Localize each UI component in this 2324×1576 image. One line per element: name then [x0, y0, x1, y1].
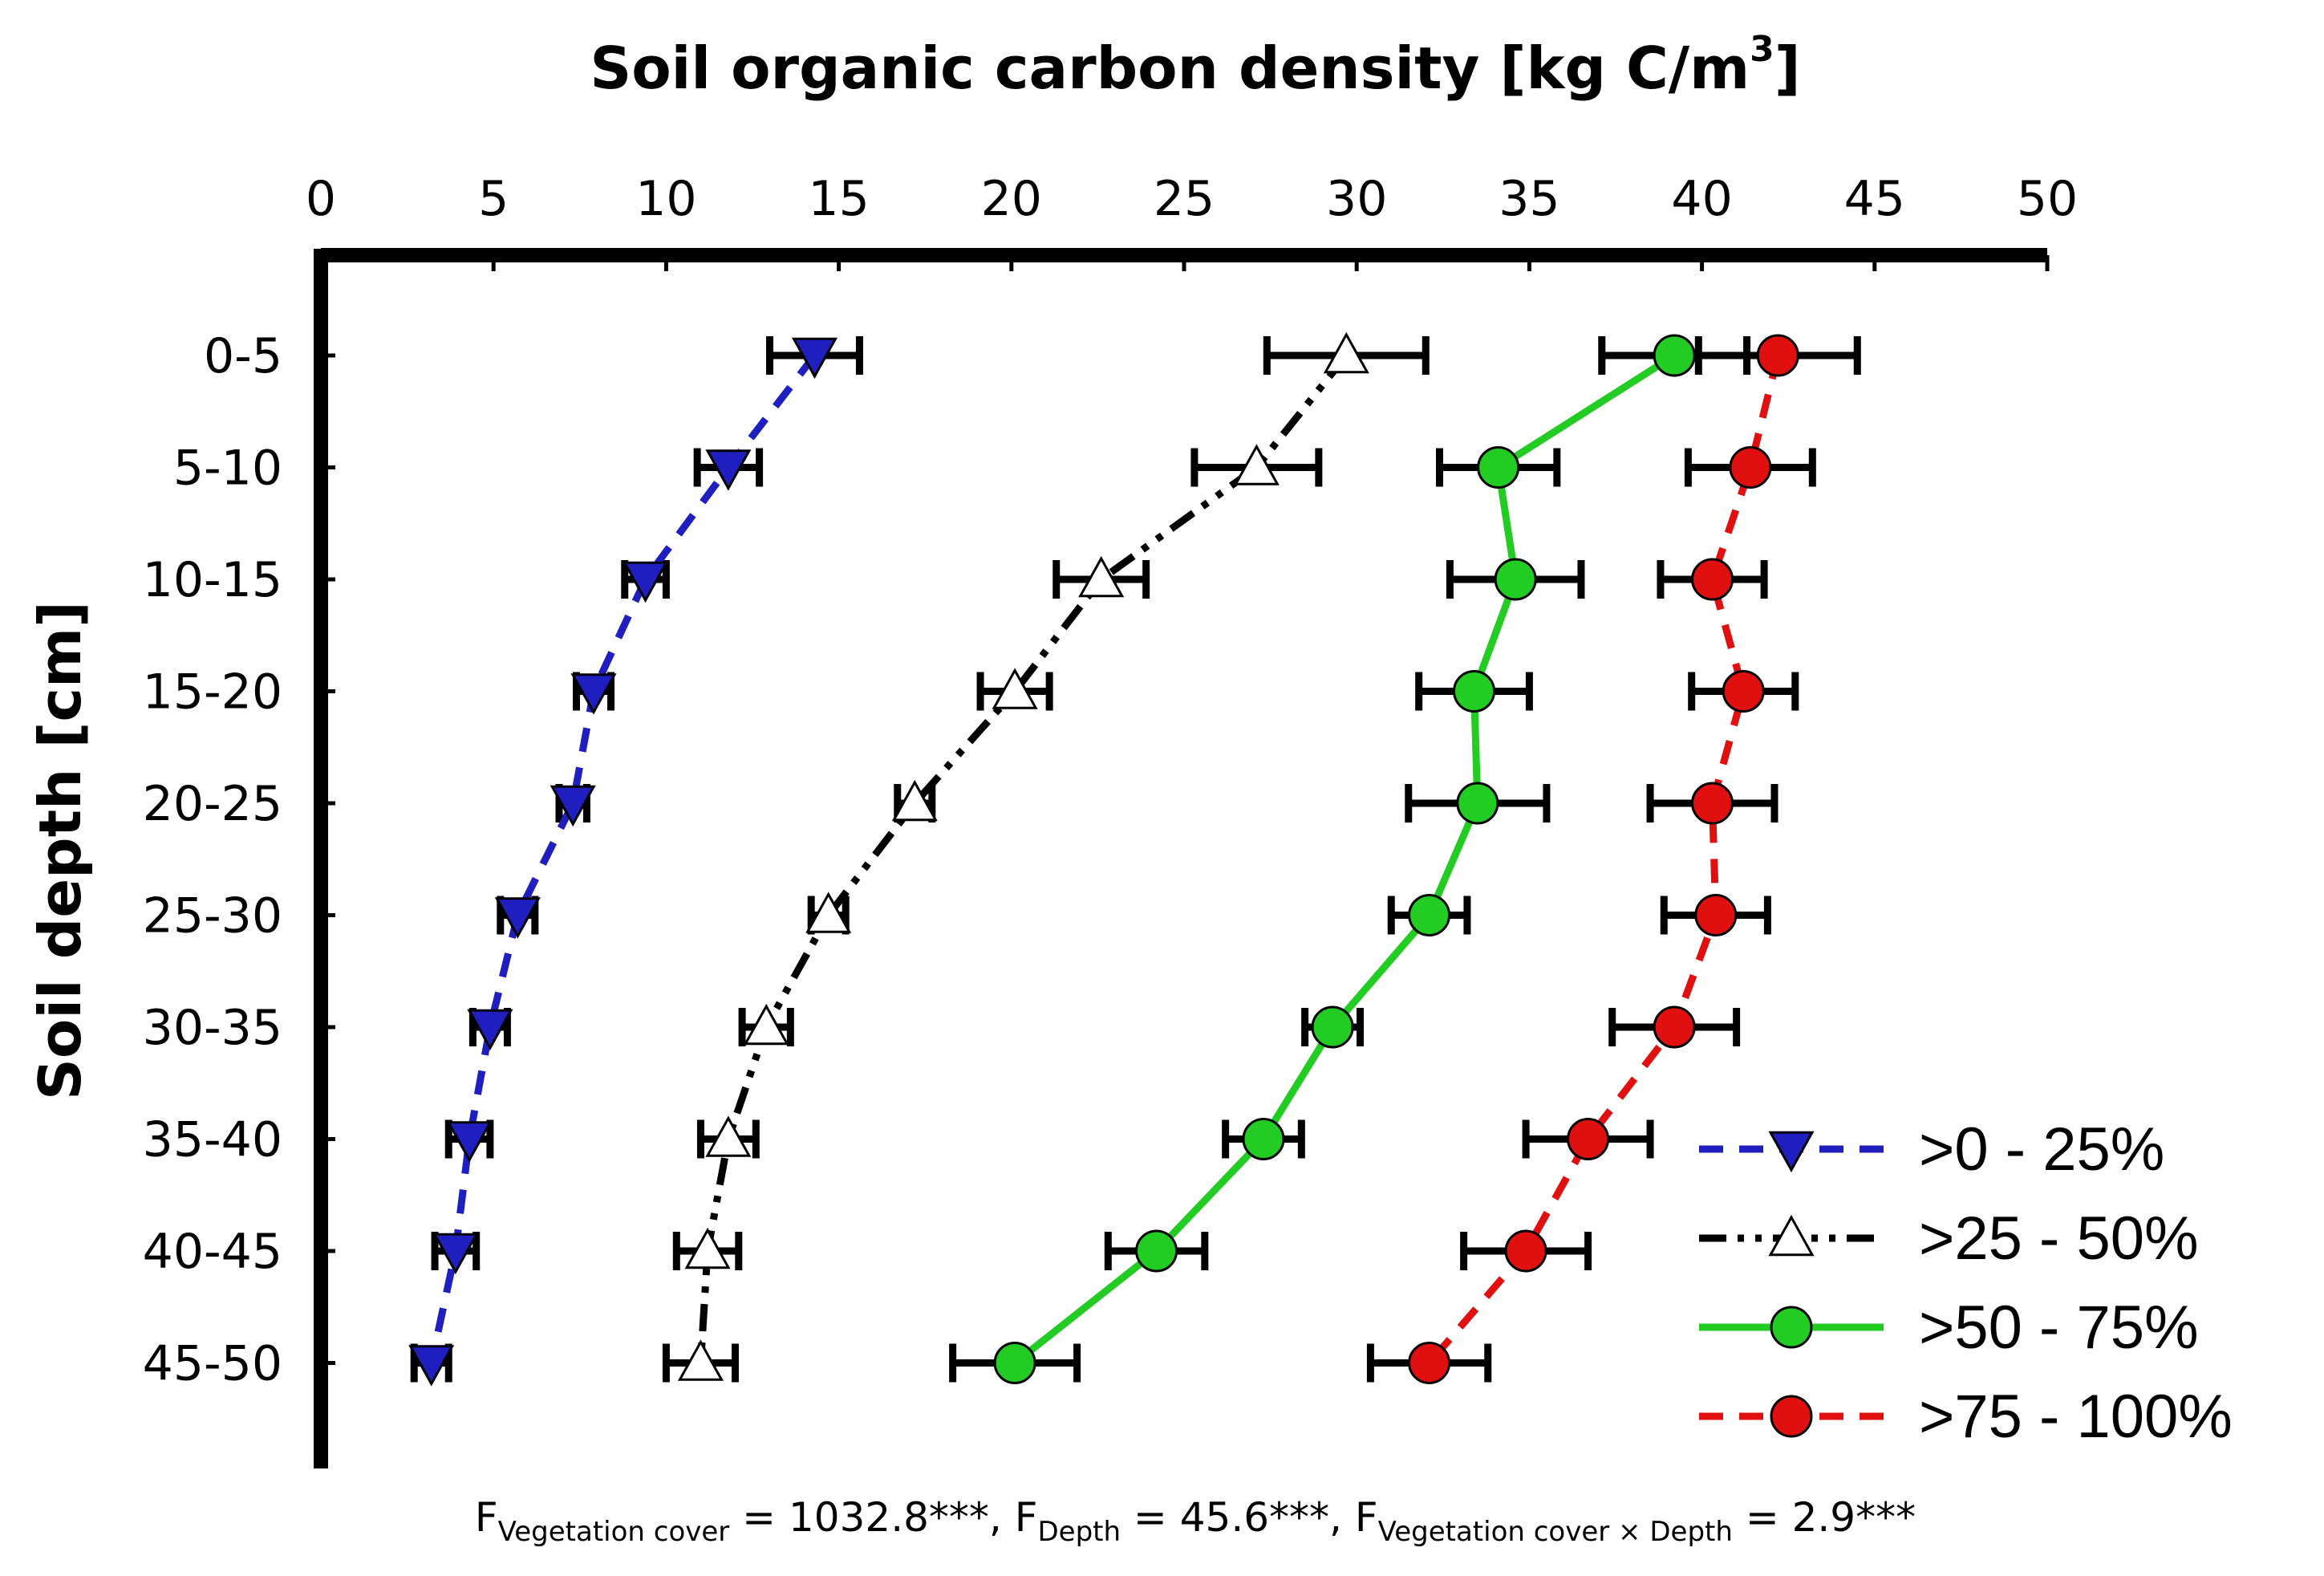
y-tick-label: 5-10 — [173, 441, 282, 497]
series-3 — [949, 334, 1751, 1384]
series-line — [696, 353, 1349, 1363]
footnote-f3-sub: Vegetation cover × Depth — [1378, 1516, 1733, 1548]
data-point — [1408, 1342, 1451, 1384]
data-point — [1567, 1118, 1610, 1160]
footnote-f3-value: = 2.9*** — [1733, 1494, 1916, 1541]
data-point — [1494, 558, 1537, 601]
footnote-f1-letter: F — [475, 1494, 498, 1541]
series-line — [1426, 354, 1782, 1366]
data-point — [1729, 446, 1772, 489]
chart-title-superscript: 3 — [1750, 29, 1774, 70]
data-point — [1756, 334, 1799, 377]
legend-label: >50 - 75% — [1919, 1294, 2199, 1362]
legend: >0 - 25% >25 - 50% >50 - 75% >75 - 100% — [1699, 1115, 2233, 1451]
series-2 — [662, 331, 1430, 1383]
data-point — [1768, 1131, 1815, 1173]
data-point — [1453, 670, 1496, 713]
footnote-f2-sub: Depth — [1037, 1516, 1121, 1548]
y-tick-label: 15-20 — [143, 664, 282, 721]
footnote-f2-letter: F — [1015, 1494, 1038, 1541]
data-point — [1135, 1229, 1178, 1273]
data-point — [1242, 1118, 1285, 1160]
x-tick-label: 35 — [1499, 171, 1559, 227]
footnote-f2-value: = 45.6***, — [1121, 1494, 1355, 1541]
data-point — [992, 668, 1038, 709]
x-axis-ticks: 0 5 10 15 20 25 30 35 40 45 50 — [306, 171, 2078, 271]
x-tick-label: 5 — [478, 171, 509, 227]
data-point — [1477, 446, 1520, 489]
data-point — [1653, 1005, 1696, 1049]
y-tick-label: 45-50 — [143, 1336, 282, 1392]
data-point — [446, 1121, 493, 1163]
data-point — [1311, 1005, 1354, 1049]
footnote-f3-letter: F — [1355, 1494, 1378, 1541]
data-point — [1323, 331, 1369, 374]
y-tick-label: 40-45 — [143, 1224, 282, 1280]
data-point — [1504, 1229, 1547, 1273]
y-tick-label: 30-35 — [143, 1000, 282, 1056]
data-point — [743, 1003, 789, 1046]
data-point — [432, 1233, 479, 1275]
data-point — [705, 1115, 752, 1157]
data-point — [408, 1345, 455, 1387]
data-point — [1722, 670, 1765, 713]
data-point — [623, 561, 669, 603]
series-line — [1012, 352, 1677, 1367]
chart-title: Soil organic carbon density [kg C/m3] — [590, 29, 1800, 102]
data-point — [1691, 782, 1734, 825]
data-point — [684, 1227, 731, 1269]
x-tick-label: 25 — [1154, 171, 1215, 227]
data-point — [570, 673, 617, 715]
x-tick-label: 30 — [1326, 171, 1387, 227]
legend-label: >0 - 25% — [1919, 1115, 2164, 1184]
data-point — [494, 897, 541, 939]
data-point — [1456, 782, 1499, 825]
y-tick-label: 35-40 — [143, 1112, 282, 1168]
data-point — [993, 1342, 1036, 1384]
legend-label: >25 - 50% — [1919, 1204, 2199, 1273]
footnote-f1-value: = 1032.8***, — [729, 1494, 1014, 1541]
legend-label: >75 - 100% — [1919, 1383, 2233, 1451]
data-point — [1408, 894, 1451, 936]
data-point — [677, 1339, 724, 1381]
y-axis-label: Soil depth [cm] — [26, 601, 94, 1100]
y-tick-label: 0-5 — [204, 328, 282, 384]
series-4 — [1366, 334, 1861, 1384]
data-point — [805, 892, 852, 933]
data-point — [1768, 1214, 1815, 1257]
chart-title-close: ] — [1774, 35, 1801, 102]
series-line — [428, 353, 818, 1364]
x-tick-label: 10 — [635, 171, 696, 227]
data-point — [1694, 894, 1738, 936]
data-point — [791, 337, 838, 380]
data-point — [467, 1009, 513, 1051]
data-point — [1770, 1395, 1813, 1438]
series-layer — [408, 331, 1861, 1387]
data-point — [550, 785, 596, 827]
data-point — [1078, 555, 1125, 598]
x-tick-label: 20 — [981, 171, 1042, 227]
series-1 — [408, 336, 863, 1387]
x-tick-label: 45 — [1844, 171, 1905, 227]
y-tick-label: 20-25 — [143, 776, 282, 832]
chart-title-main: Soil organic carbon density [kg C/m — [590, 35, 1750, 102]
data-point — [705, 449, 752, 491]
y-axis-ticks: 0-5 5-10 10-15 15-20 20-25 25-30 30-35 35-40 40-… — [143, 328, 335, 1392]
footnote-f1-sub: Vegetation cover — [498, 1516, 730, 1548]
data-point — [891, 779, 938, 822]
y-tick-label: 10-15 — [143, 552, 282, 608]
data-point — [1233, 444, 1280, 485]
x-tick-label: 0 — [306, 171, 336, 227]
data-point — [1691, 558, 1734, 601]
data-point — [1770, 1306, 1813, 1349]
data-point — [1653, 334, 1696, 377]
y-tick-label: 25-30 — [143, 888, 282, 944]
footnote: FVegetation cover = 1032.8***, FDepth = … — [475, 1494, 1916, 1548]
x-tick-label: 15 — [808, 171, 869, 227]
x-tick-label: 40 — [1671, 171, 1732, 227]
x-tick-label: 50 — [2017, 171, 2078, 227]
